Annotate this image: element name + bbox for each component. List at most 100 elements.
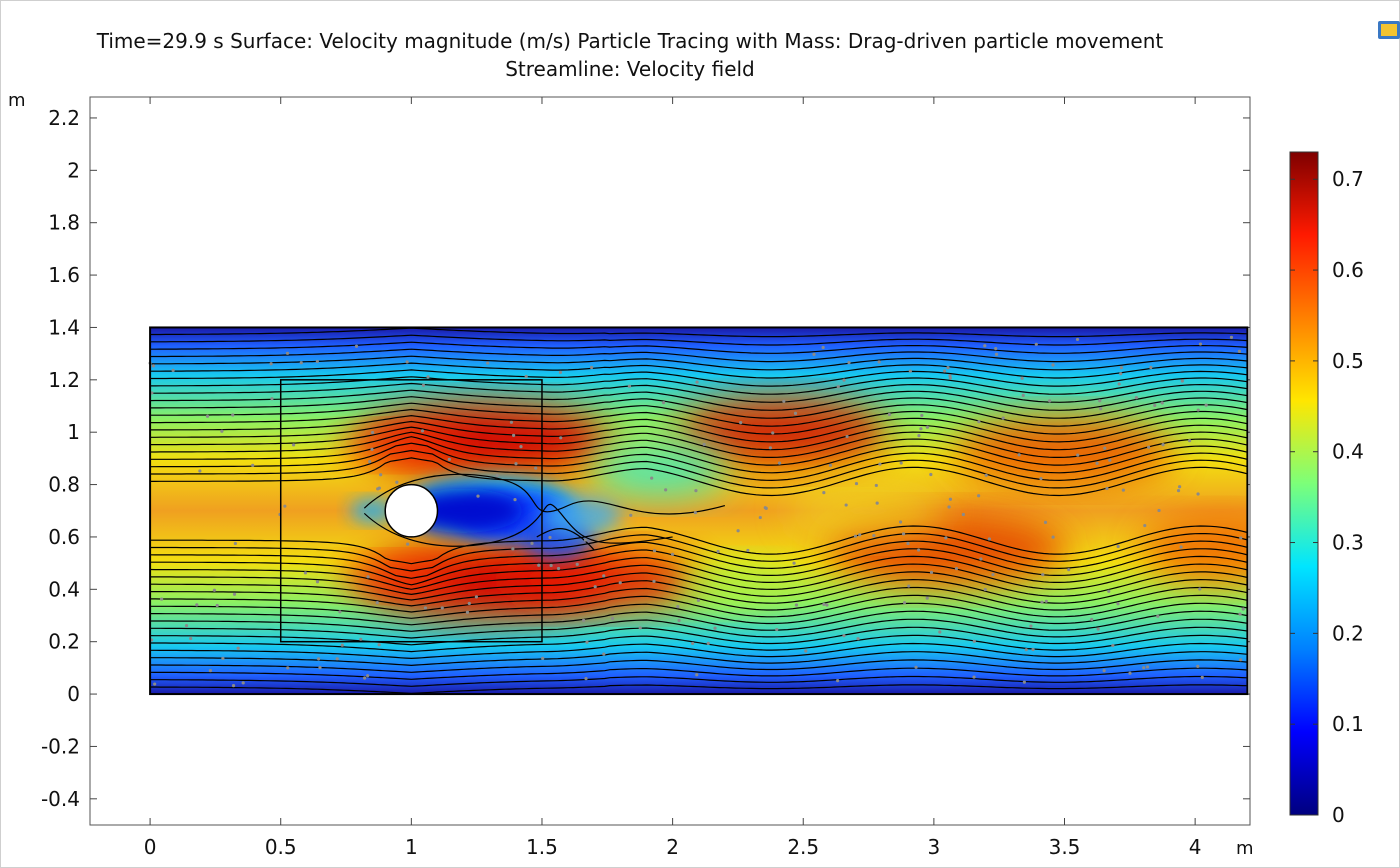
particle xyxy=(1021,393,1025,397)
streamline xyxy=(150,348,1248,363)
particle xyxy=(1229,335,1234,339)
particle xyxy=(983,344,987,348)
streamline xyxy=(150,426,1248,458)
streamline xyxy=(150,457,1248,497)
particle xyxy=(541,656,545,661)
particle xyxy=(1067,568,1071,572)
x-tick-label: 4 xyxy=(1189,835,1202,859)
particle xyxy=(1145,665,1150,669)
plot-frame xyxy=(89,96,1251,826)
particle xyxy=(406,542,410,546)
particle xyxy=(376,487,380,491)
colorbar-tick-label: 0.2 xyxy=(1332,621,1364,645)
particle xyxy=(1076,453,1080,457)
particle xyxy=(702,442,706,447)
image-snapshot-icon[interactable] xyxy=(1374,18,1400,44)
particle xyxy=(363,676,367,680)
x-tick-label: 1.5 xyxy=(526,835,558,859)
particle xyxy=(514,462,518,466)
particle xyxy=(713,626,717,630)
streamline xyxy=(150,382,1248,403)
particle xyxy=(1039,477,1043,481)
particle xyxy=(1143,523,1147,528)
particle xyxy=(670,552,675,556)
particle xyxy=(370,430,375,435)
particle xyxy=(303,571,308,575)
particle xyxy=(198,469,202,473)
particle xyxy=(716,549,720,554)
x-tick-label: 3.5 xyxy=(1049,835,1081,859)
particle xyxy=(511,433,516,437)
particle xyxy=(283,504,287,508)
streamline xyxy=(150,408,1248,435)
particle xyxy=(231,684,236,688)
particle xyxy=(495,473,499,478)
particle xyxy=(901,532,906,536)
velocity-surface-base xyxy=(150,327,1248,695)
particle xyxy=(171,368,175,372)
particle xyxy=(987,537,991,541)
particle xyxy=(1024,648,1028,652)
particle xyxy=(366,674,370,678)
y-tick-label: 1.8 xyxy=(48,211,80,235)
particle xyxy=(1196,408,1200,412)
particle xyxy=(777,461,782,465)
particle xyxy=(1096,627,1100,631)
particle xyxy=(627,384,632,388)
y-tick-label: 1 xyxy=(67,420,80,444)
streamline xyxy=(150,548,1248,586)
particle xyxy=(317,657,321,661)
particle xyxy=(1239,658,1243,662)
particle xyxy=(661,401,666,405)
particle xyxy=(575,562,579,566)
particle xyxy=(908,369,912,373)
particle xyxy=(340,643,344,647)
particle xyxy=(315,359,319,364)
particle xyxy=(1095,461,1099,465)
particle xyxy=(299,361,303,365)
particle xyxy=(878,462,882,466)
particle xyxy=(1200,675,1204,679)
x-tick-label: 1 xyxy=(405,835,418,859)
particle xyxy=(782,399,786,403)
x-tick-label: 0.5 xyxy=(265,835,297,859)
particle xyxy=(593,585,597,589)
particle xyxy=(954,567,959,571)
particle xyxy=(1040,600,1044,604)
particle xyxy=(610,616,615,621)
particle xyxy=(875,501,879,505)
particle xyxy=(215,603,219,608)
particle xyxy=(1198,587,1202,591)
particle xyxy=(822,491,826,495)
velocity-contour-region xyxy=(954,416,1175,485)
particle xyxy=(650,476,654,480)
particle xyxy=(1117,382,1121,386)
velocity-contour-region xyxy=(788,482,949,539)
streamline xyxy=(150,355,1248,371)
particle xyxy=(232,592,237,596)
x-tick-label: 3 xyxy=(928,835,941,859)
particle xyxy=(696,598,700,602)
velocity-contour-region xyxy=(589,438,730,499)
particle xyxy=(1116,544,1120,549)
particle xyxy=(758,515,762,520)
streamline xyxy=(150,563,1248,596)
particle xyxy=(984,473,988,477)
particle xyxy=(618,581,622,585)
particle xyxy=(917,548,921,552)
streamline xyxy=(150,634,1248,653)
wake-streamline xyxy=(363,473,726,515)
particle xyxy=(1147,445,1151,449)
particle xyxy=(948,376,952,380)
streamline xyxy=(150,610,1248,632)
y-tick-label: 0.4 xyxy=(48,577,80,601)
particle xyxy=(1020,376,1024,380)
particle xyxy=(447,457,451,461)
particle xyxy=(914,665,918,669)
particle xyxy=(269,362,273,366)
particle xyxy=(189,636,193,641)
colorbar-tick-label: 0 xyxy=(1332,803,1345,827)
velocity-contour-region xyxy=(350,498,395,523)
particle xyxy=(1103,446,1107,450)
particle xyxy=(944,536,948,540)
